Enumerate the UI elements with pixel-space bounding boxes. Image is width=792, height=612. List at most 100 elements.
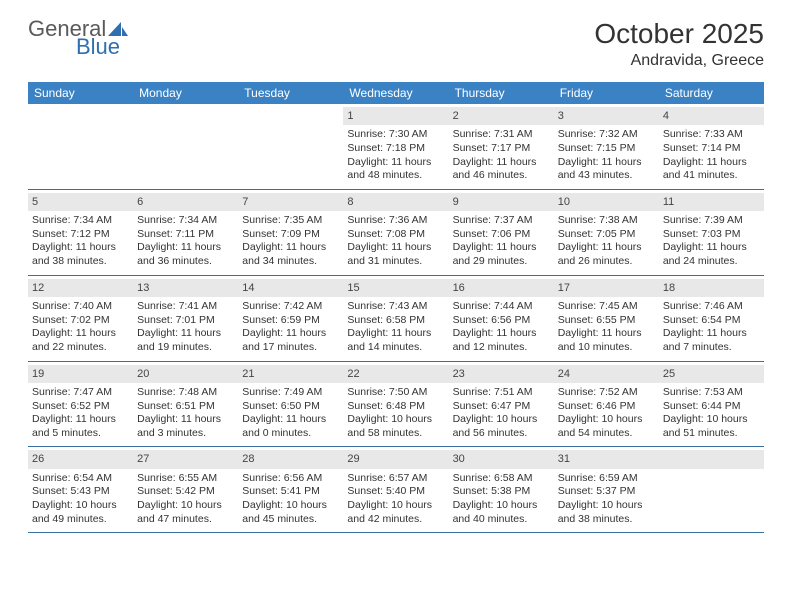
sunrise-text: Sunrise: 6:59 AM (558, 472, 655, 486)
daylight1-text: Daylight: 11 hours (32, 413, 129, 427)
sunrise-text: Sunrise: 7:53 AM (663, 386, 760, 400)
daylight2-text: and 7 minutes. (663, 341, 760, 355)
sunrise-text: Sunrise: 7:50 AM (347, 386, 444, 400)
sunset-text: Sunset: 7:09 PM (242, 228, 339, 242)
day-number: 16 (449, 279, 554, 297)
day-cell: 27Sunrise: 6:55 AMSunset: 5:42 PMDayligh… (133, 447, 238, 532)
day-number: 30 (449, 450, 554, 468)
sunset-text: Sunset: 5:38 PM (453, 485, 550, 499)
daylight1-text: Daylight: 10 hours (663, 413, 760, 427)
daylight2-text: and 54 minutes. (558, 427, 655, 441)
daylight2-text: and 46 minutes. (453, 169, 550, 183)
sunrise-text: Sunrise: 7:49 AM (242, 386, 339, 400)
day-cell: 25 Sunrise: 7:53 AMSunset: 6:44 PMDayligh… (659, 362, 764, 447)
day-number: 4 (659, 107, 764, 125)
daylight1-text: Daylight: 11 hours (242, 413, 339, 427)
day-header: Friday (554, 82, 659, 104)
daylight1-text: Daylight: 10 hours (137, 499, 234, 513)
sunset-text: Sunset: 7:12 PM (32, 228, 129, 242)
sunset-text: Sunset: 5:37 PM (558, 485, 655, 499)
daylight1-text: Daylight: 11 hours (663, 156, 760, 170)
sunset-text: Sunset: 6:52 PM (32, 400, 129, 414)
day-number-empty (659, 450, 764, 468)
day-number: 2 (449, 107, 554, 125)
sunrise-text: Sunrise: 7:30 AM (347, 128, 444, 142)
daylight2-text: and 17 minutes. (242, 341, 339, 355)
daylight2-text: and 43 minutes. (558, 169, 655, 183)
daylight1-text: Daylight: 11 hours (347, 327, 444, 341)
day-cell: 19Sunrise: 7:47 AMSunset: 6:52 PMDayligh… (28, 362, 133, 447)
daylight1-text: Daylight: 11 hours (242, 241, 339, 255)
daylight2-text: and 3 minutes. (137, 427, 234, 441)
day-cell: 3Sunrise: 7:32 AMSunset: 7:15 PMDaylight… (554, 104, 659, 189)
day-number: 7 (238, 193, 343, 211)
daylight1-text: Daylight: 10 hours (242, 499, 339, 513)
daylight2-text: and 0 minutes. (242, 427, 339, 441)
day-number: 15 (343, 279, 448, 297)
daylight2-text: and 31 minutes. (347, 255, 444, 269)
daylight2-text: and 47 minutes. (137, 513, 234, 527)
daylight2-text: and 36 minutes. (137, 255, 234, 269)
sunrise-text: Sunrise: 7:52 AM (558, 386, 655, 400)
daylight2-text: and 49 minutes. (32, 513, 129, 527)
daylight1-text: Daylight: 10 hours (32, 499, 129, 513)
day-number: 25 (659, 365, 764, 383)
daylight2-text: and 34 minutes. (242, 255, 339, 269)
day-cell: 7Sunrise: 7:35 AMSunset: 7:09 PMDaylight… (238, 190, 343, 275)
day-number: 31 (554, 450, 659, 468)
daylight2-text: and 22 minutes. (32, 341, 129, 355)
daylight2-text: and 48 minutes. (347, 169, 444, 183)
day-number: 28 (238, 450, 343, 468)
day-cell: 4 Sunrise: 7:33 AMSunset: 7:14 PMDaylight… (659, 104, 764, 189)
day-cell: 15Sunrise: 7:43 AMSunset: 6:58 PMDayligh… (343, 276, 448, 361)
sunrise-text: Sunrise: 7:48 AM (137, 386, 234, 400)
daylight2-text: and 51 minutes. (663, 427, 760, 441)
sunrise-text: Sunrise: 7:34 AM (137, 214, 234, 228)
month-title: October 2025 (594, 18, 764, 50)
day-cell: 1Sunrise: 7:30 AMSunset: 7:18 PMDaylight… (343, 104, 448, 189)
daylight1-text: Daylight: 11 hours (32, 327, 129, 341)
sunset-text: Sunset: 6:58 PM (347, 314, 444, 328)
day-header-row: Sunday Monday Tuesday Wednesday Thursday… (28, 82, 764, 104)
sunset-text: Sunset: 6:55 PM (558, 314, 655, 328)
sunrise-text: Sunrise: 7:47 AM (32, 386, 129, 400)
day-cell: 14Sunrise: 7:42 AMSunset: 6:59 PMDayligh… (238, 276, 343, 361)
day-cell: 13Sunrise: 7:41 AMSunset: 7:01 PMDayligh… (133, 276, 238, 361)
sunrise-text: Sunrise: 6:56 AM (242, 472, 339, 486)
day-cell: 24Sunrise: 7:52 AMSunset: 6:46 PMDayligh… (554, 362, 659, 447)
day-number: 18 (659, 279, 764, 297)
sunrise-text: Sunrise: 7:39 AM (663, 214, 760, 228)
day-cell: 11Sunrise: 7:39 AMSunset: 7:03 PMDayligh… (659, 190, 764, 275)
day-header: Thursday (449, 82, 554, 104)
sunrise-text: Sunrise: 7:44 AM (453, 300, 550, 314)
sunset-text: Sunset: 5:42 PM (137, 485, 234, 499)
sunrise-text: Sunrise: 7:33 AM (663, 128, 760, 142)
day-cell: 9Sunrise: 7:37 AMSunset: 7:06 PMDaylight… (449, 190, 554, 275)
sunrise-text: Sunrise: 7:36 AM (347, 214, 444, 228)
sunset-text: Sunset: 7:15 PM (558, 142, 655, 156)
sunset-text: Sunset: 6:44 PM (663, 400, 760, 414)
daylight1-text: Daylight: 11 hours (558, 327, 655, 341)
day-number: 14 (238, 279, 343, 297)
sunset-text: Sunset: 7:06 PM (453, 228, 550, 242)
day-number: 3 (554, 107, 659, 125)
sunset-text: Sunset: 7:17 PM (453, 142, 550, 156)
day-number: 11 (659, 193, 764, 211)
day-header: Tuesday (238, 82, 343, 104)
daylight1-text: Daylight: 11 hours (558, 241, 655, 255)
sunrise-text: Sunrise: 7:38 AM (558, 214, 655, 228)
daylight2-text: and 19 minutes. (137, 341, 234, 355)
day-cell: 2Sunrise: 7:31 AMSunset: 7:17 PMDaylight… (449, 104, 554, 189)
day-cell: 23Sunrise: 7:51 AMSunset: 6:47 PMDayligh… (449, 362, 554, 447)
day-header: Wednesday (343, 82, 448, 104)
sunset-text: Sunset: 7:08 PM (347, 228, 444, 242)
day-number: 21 (238, 365, 343, 383)
sunrise-text: Sunrise: 6:58 AM (453, 472, 550, 486)
daylight1-text: Daylight: 11 hours (347, 241, 444, 255)
day-number: 20 (133, 365, 238, 383)
sunset-text: Sunset: 7:14 PM (663, 142, 760, 156)
sunset-text: Sunset: 6:54 PM (663, 314, 760, 328)
sunrise-text: Sunrise: 7:45 AM (558, 300, 655, 314)
daylight2-text: and 38 minutes. (558, 513, 655, 527)
sunset-text: Sunset: 7:01 PM (137, 314, 234, 328)
